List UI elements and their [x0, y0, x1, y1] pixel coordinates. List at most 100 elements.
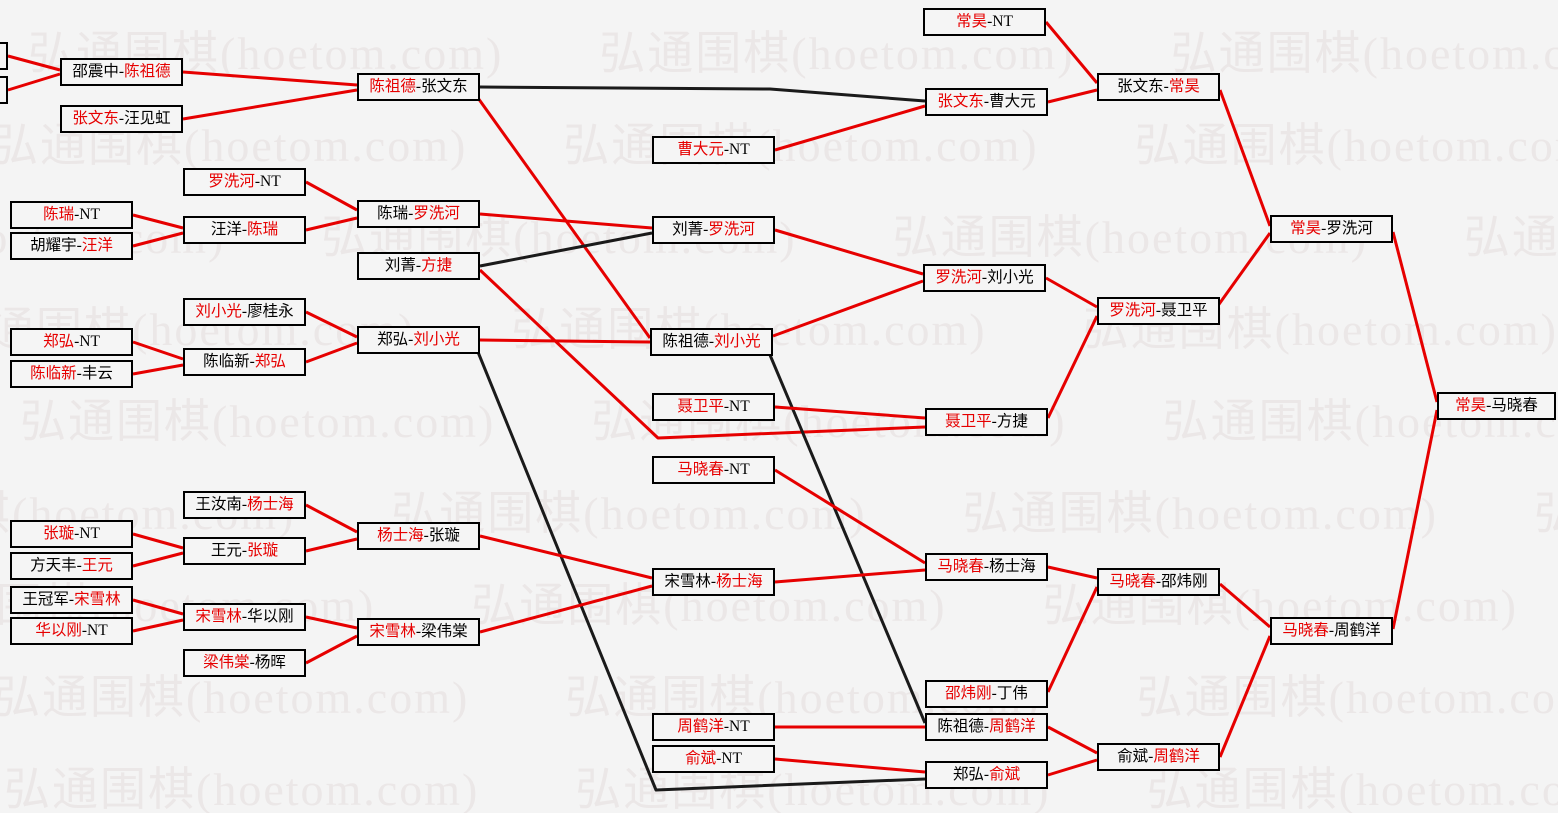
winner-name: 罗洗河: [413, 205, 460, 223]
match-liangweitang-yanghui: 梁伟棠 -杨晖: [183, 649, 306, 677]
match-zhenghong-yubin: 郑弘- 俞斌: [925, 761, 1048, 789]
match-caodayuan-nt: 曹大元 -NT: [652, 136, 775, 164]
loser-name: -NT: [254, 173, 281, 191]
loser-name: 陈祖德-: [937, 718, 990, 736]
winner-name: 陈祖德: [369, 78, 416, 96]
match-cut-box-2: [0, 76, 8, 104]
match-yangshihai-zhangxuan: 杨士海 -张璇: [357, 522, 480, 550]
winner-path-line-3: [182, 70, 358, 87]
winner-path-line-14: [305, 216, 358, 232]
winner-path-line-8: [1044, 21, 1099, 84]
loser-name: 方天丰-: [30, 557, 82, 575]
loser-name: -汪见虹: [118, 110, 171, 128]
winner-path-line-19: [305, 310, 358, 339]
watermark-row-1: 弘通围棋(hoetom.com) 弘通围棋(hoetom.com) 弘通围棋(h…: [28, 28, 1558, 79]
winner-name: 杨士海: [377, 527, 424, 545]
loser-name: 陈祖德-: [662, 333, 715, 351]
match-cut-box-1: [0, 42, 8, 70]
match-luoxihe-nieweiping: 罗洗河 -聂卫平: [1097, 297, 1220, 325]
winner-path-line-15: [479, 212, 653, 230]
winner-path-line-1: [7, 54, 61, 72]
match-liujing-fangjie: 刘菁- 方捷: [357, 252, 480, 280]
winner-name: 张璇: [247, 542, 279, 560]
winner-name: 杨士海: [247, 496, 294, 514]
loser-path-line-24: [476, 351, 926, 792]
match-shaozhenzhong-chenzude: 邵震中- 陈祖德: [60, 58, 183, 86]
match-nieweiping-nt: 聂卫平 -NT: [652, 393, 775, 421]
winner-name: 周鹤洋: [677, 718, 724, 736]
winner-name: 马晓春: [677, 461, 724, 479]
match-huayigang-nt: 华以刚 -NT: [10, 617, 133, 645]
winner-path-line-25: [772, 279, 924, 338]
winner-name: 罗洗河: [1109, 302, 1156, 320]
match-changhao-luoxihe: 常昊 -罗洗河: [1270, 215, 1393, 243]
match-chenzude-zhangwendong: 陈祖德 -张文东: [357, 73, 480, 101]
winner-path-line-11: [305, 180, 358, 212]
loser-name: -张文东: [415, 78, 468, 96]
winner-name: 周鹤洋: [989, 718, 1036, 736]
winner-name: 王元: [81, 557, 113, 575]
winner-name: 罗洗河: [935, 269, 982, 287]
loser-name: 俞斌-: [1117, 748, 1154, 766]
match-maxiaochun-nt: 马晓春 -NT: [652, 456, 775, 484]
loser-name: -NT: [723, 461, 750, 479]
match-chenlinxin-zhenghong: 陈临新- 郑弘: [183, 348, 306, 376]
winner-name: 罗洗河: [708, 221, 755, 239]
winner-name: 常昊: [1290, 220, 1322, 238]
loser-name: -华以刚: [241, 608, 294, 626]
loser-name: 刘菁-: [384, 257, 422, 275]
winner-path-line-13: [132, 231, 184, 248]
winner-name: 张文东: [72, 110, 119, 128]
loser-name: -NT: [74, 333, 100, 351]
winner-name: 陈瑞: [43, 206, 75, 224]
winner-name: 郑弘: [254, 353, 286, 371]
match-zhenghong-nt: 郑弘 -NT: [10, 328, 133, 356]
loser-name: -邵炜刚: [1155, 573, 1208, 591]
winner-name: 刘小光: [195, 303, 242, 321]
loser-name: -NT: [716, 750, 742, 768]
winner-path-line-35: [132, 551, 184, 568]
loser-name: 王元-: [210, 542, 248, 560]
winner-path-line-22: [305, 341, 358, 364]
loser-name: -梁伟棠: [415, 623, 468, 641]
loser-name: 王汝南-: [195, 496, 248, 514]
loser-name: -聂卫平: [1155, 302, 1208, 320]
winner-path-line-6: [476, 97, 652, 339]
match-wangrunan-yangshihai: 王汝南- 杨士海: [183, 491, 306, 519]
match-chenzude-zhouheyang: 陈祖德- 周鹤洋: [925, 713, 1048, 741]
winner-name: 周鹤洋: [1153, 748, 1200, 766]
winner-path-line-18: [478, 268, 926, 440]
loser-name: 陈瑞-: [377, 205, 414, 223]
watermark-row-2: 弘通围棋(hoetom.com) 弘通围棋(hoetom.com) 弘通围棋(h…: [0, 120, 1558, 171]
loser-path-line-5: [479, 85, 926, 103]
winner-path-line-33: [305, 503, 358, 534]
winner-name: 马晓春: [1109, 573, 1156, 591]
match-songxuelin-huayigang: 宋雪林 -华以刚: [183, 603, 306, 631]
loser-name: -罗洗河: [1321, 220, 1373, 238]
match-changhao-maxiaochun: 常昊 -马晓春: [1437, 392, 1556, 420]
loser-name: -杨晖: [249, 654, 286, 672]
winner-path-line-38: [132, 598, 184, 616]
winner-path-line-44: [1047, 565, 1098, 580]
match-fangtianfeng-wangyuan: 方天丰- 王元: [10, 552, 133, 580]
winner-name: 宋雪林: [195, 608, 242, 626]
match-songxuelin-liangweitang: 宋雪林 -梁伟棠: [357, 618, 480, 646]
winner-name: 陈临新: [30, 365, 77, 383]
winner-path-line-52: [1391, 409, 1439, 630]
loser-name: -NT: [74, 206, 100, 224]
winner-name: 杨士海: [716, 573, 763, 591]
winner-name: 陈祖德: [124, 63, 171, 81]
match-nieweiping-fangjie: 聂卫平 -方捷: [925, 408, 1048, 436]
match-wangyang-chenrui: 汪洋- 陈瑞: [183, 216, 306, 244]
winner-path-line-30: [1215, 232, 1272, 308]
loser-name: 邵震中-: [72, 63, 125, 81]
winner-path-line-21: [132, 363, 184, 376]
winner-name: 方捷: [421, 257, 453, 275]
winner-name: 宋雪林: [369, 623, 416, 641]
winner-name: 陈瑞: [247, 221, 279, 239]
match-changhao-nt: 常昊 -NT: [923, 8, 1046, 36]
loser-name: -丁伟: [991, 685, 1028, 703]
loser-name: -丰云: [76, 365, 113, 383]
winner-path-line-29: [1046, 315, 1099, 419]
